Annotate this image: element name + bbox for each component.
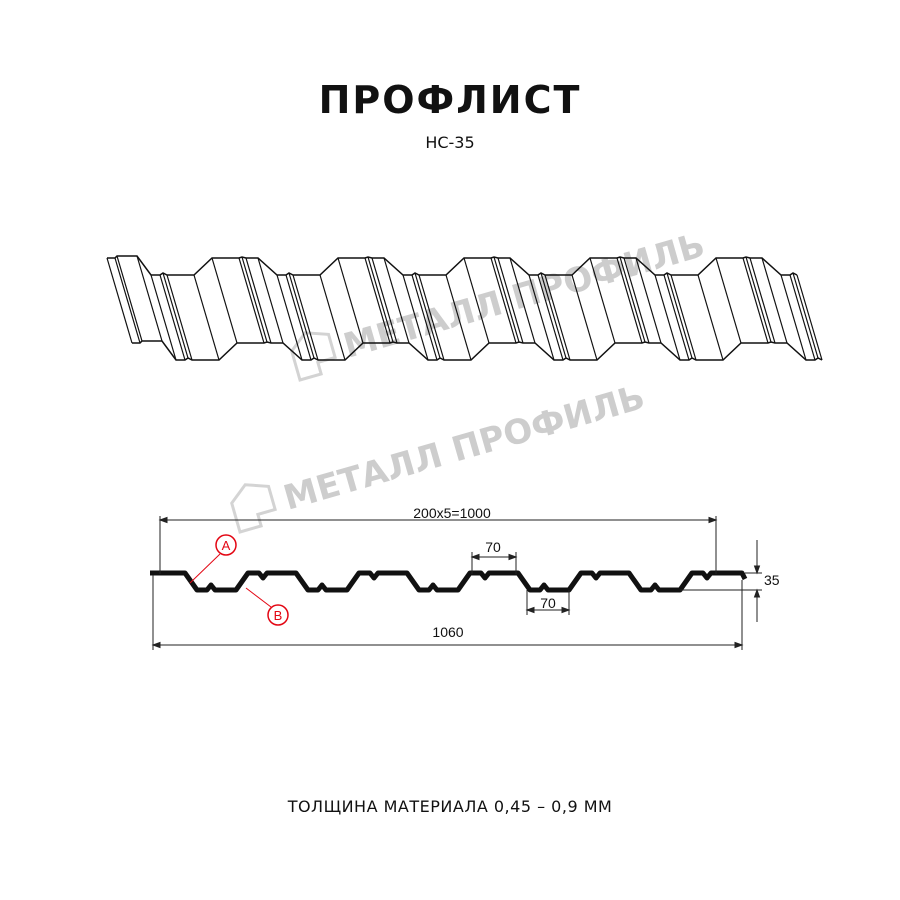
- sheet-fold-line: [528, 274, 555, 361]
- sheet-fold-line: [116, 255, 143, 342]
- sheet-fold-line: [715, 257, 742, 344]
- sheet-fold-line: [402, 274, 429, 361]
- sheet-fold-line: [697, 274, 724, 361]
- sheet-fold-line: [367, 256, 394, 343]
- watermark-logo-icon: [230, 483, 277, 534]
- sheet-fold-line: [796, 274, 823, 361]
- sheet-fold-line: [666, 272, 693, 359]
- sheet-fold-line: [792, 272, 819, 359]
- sheet-fold-line: [292, 274, 319, 361]
- sheet-fold-line: [238, 257, 265, 344]
- arrowhead: [151, 641, 161, 649]
- sheet-fold-line: [654, 274, 681, 361]
- sheet-fold-line: [780, 274, 807, 361]
- sheet-fold-line: [663, 274, 690, 361]
- marker-b: B: [245, 587, 289, 626]
- arrowhead: [734, 641, 744, 649]
- pitch-label: 200x5=1000: [413, 505, 491, 521]
- sheet-fold-line: [257, 257, 284, 344]
- sheet-fold-line: [364, 257, 391, 344]
- total-width-label: 1060: [432, 624, 463, 640]
- sheet-fold-line: [761, 257, 788, 344]
- sheet-3d-view: [106, 255, 823, 361]
- watermark-text: МЕТАЛЛ ПРОФИЛЬ: [279, 377, 649, 518]
- sheet-top-edge: [107, 255, 798, 276]
- sheet-fold-line: [411, 274, 438, 361]
- sheet-fold-line: [490, 257, 517, 344]
- arrowhead: [753, 588, 761, 598]
- sheet-fold-line: [150, 274, 177, 361]
- sheet-fold-line: [193, 274, 220, 361]
- sheet-fold-line: [497, 257, 524, 344]
- sheet-fold-line: [319, 274, 346, 361]
- sheet-fold-line: [418, 274, 445, 361]
- arrowhead: [525, 606, 535, 614]
- sheet-fold-line: [540, 272, 567, 359]
- arrowhead: [158, 516, 168, 524]
- sheet-fold-line: [616, 257, 643, 344]
- marker-a-label: A: [222, 538, 231, 553]
- sheet-fold-line: [670, 274, 697, 361]
- sheet-fold-line: [371, 257, 398, 344]
- section-profile: [150, 570, 748, 593]
- height-label: 35: [764, 572, 780, 588]
- sheet-fold-line: [114, 257, 141, 344]
- arrowhead: [508, 553, 518, 561]
- sheet-fold-line: [285, 274, 312, 361]
- sheet-fold-line: [276, 274, 303, 361]
- sheet-fold-line: [383, 257, 410, 344]
- profile-model: НС-35: [425, 133, 475, 152]
- top-width-label: 70: [485, 539, 501, 555]
- page-title: ПРОФЛИСТ: [318, 78, 582, 122]
- sheet-fold-line: [571, 274, 598, 361]
- cross-section: 200x5=1000 1060 35 70 70 A B: [150, 505, 780, 650]
- sheet-fold-line: [789, 274, 816, 361]
- sheet-fold-line: [288, 272, 315, 359]
- sheet-fold-line: [509, 257, 536, 344]
- sheet-fold-line: [166, 274, 193, 361]
- sheet-fold-line: [749, 257, 776, 344]
- watermark-logo-icon: [290, 331, 337, 382]
- sheet-fold-line: [445, 274, 472, 361]
- sheet-fold-line: [245, 257, 272, 344]
- dimensions: [151, 516, 762, 650]
- marker-b-label: B: [274, 608, 283, 623]
- sheet-fold-line: [211, 257, 238, 344]
- sheet-fold-line: [241, 256, 268, 343]
- sheet-fold-line: [742, 257, 769, 344]
- bottom-width-label: 70: [540, 595, 556, 611]
- sheet-fold-line: [337, 257, 364, 344]
- sheet-fold-line: [162, 272, 189, 359]
- sheet-fold-line: [493, 256, 520, 343]
- arrowhead: [708, 516, 718, 524]
- sheet-fold-line: [463, 257, 490, 344]
- arrowhead: [753, 565, 761, 575]
- sheet-fold-line: [589, 257, 616, 344]
- sheet-fold-line: [544, 274, 571, 361]
- arrowhead: [561, 606, 571, 614]
- sheet-fold-line: [745, 256, 772, 343]
- sheet-fold-line: [159, 274, 186, 361]
- marker-a: A: [189, 534, 237, 584]
- sheet-fold-line: [414, 272, 441, 359]
- arrowhead: [470, 553, 480, 561]
- sheet-fold-line: [619, 256, 646, 343]
- sheet-bottom-edge: [132, 340, 823, 361]
- sheet-fold-line: [136, 255, 163, 342]
- sheet-fold-line: [623, 257, 650, 344]
- material-thickness: ТОЛЩИНА МАТЕРИАЛА 0,45 – 0,9 ММ: [287, 797, 613, 816]
- sheet-fold-line: [106, 257, 133, 344]
- sheet-fold-line: [635, 257, 662, 344]
- sheet-fold-line: [537, 274, 564, 361]
